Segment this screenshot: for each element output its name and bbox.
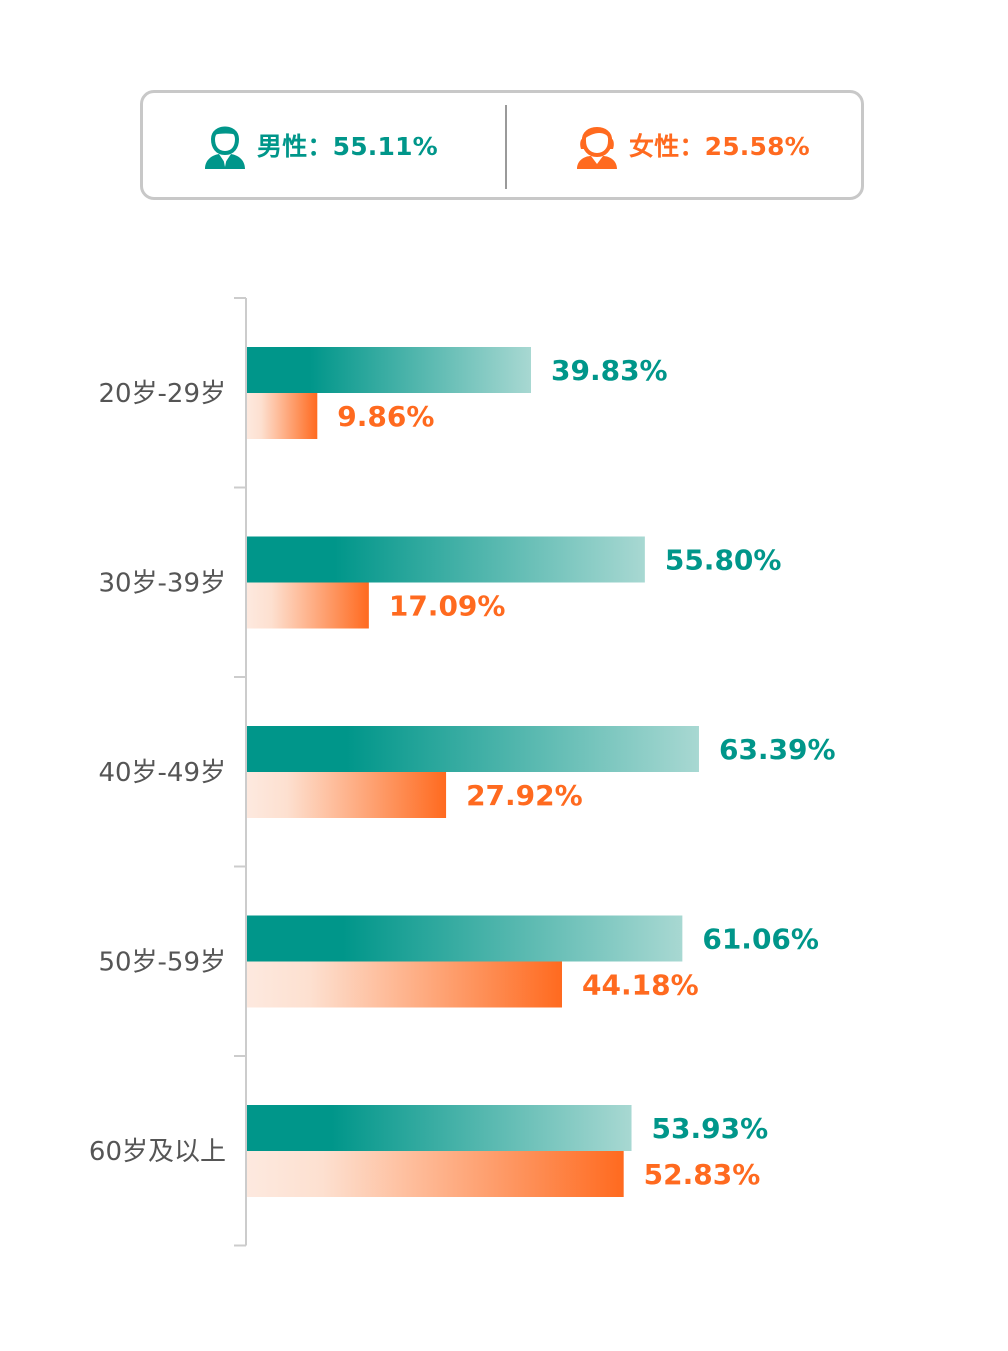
bars (247, 347, 699, 1197)
legend-female-label: 女性：25.58% (629, 132, 810, 161)
category-label: 50岁-59岁 (98, 947, 226, 977)
legend-male-label: 男性：55.11% (257, 132, 438, 161)
value-label-female: 27.92% (466, 779, 583, 812)
male-user-icon (205, 126, 245, 169)
bar-female (247, 393, 318, 439)
category-label: 60岁及以上 (89, 1137, 226, 1167)
female-user-icon (577, 127, 617, 169)
value-label-female: 9.86% (337, 400, 434, 433)
bar-male (247, 915, 683, 962)
bar-female (247, 1151, 624, 1197)
labels: 20岁-29岁 39.83% 9.86% 30岁-39岁 55.80% 17.09% 40岁… (89, 354, 836, 1191)
bar-male (247, 1105, 632, 1151)
category-label: 20岁-29岁 (98, 379, 226, 409)
bar-female (247, 582, 369, 629)
legend-divider (505, 105, 507, 189)
value-label-male: 53.93% (652, 1112, 769, 1145)
value-label-male: 61.06% (702, 923, 819, 956)
legend-box: 男性：55.11% 女性：25.58% (140, 90, 864, 200)
bar-female (247, 772, 447, 818)
bar-male (247, 726, 699, 772)
value-label-male: 63.39% (719, 733, 836, 766)
category-label: 40岁-49岁 (98, 758, 226, 788)
y-axis (234, 297, 247, 1247)
value-label-female: 44.18% (582, 969, 699, 1002)
value-label-male: 39.83% (551, 354, 668, 387)
bar-male (247, 536, 645, 583)
value-label-male: 55.80% (665, 544, 782, 577)
value-label-female: 17.09% (389, 590, 506, 623)
legend-male: 男性：55.11% (203, 93, 438, 197)
category-label: 30岁-39岁 (98, 568, 226, 598)
bar-male (247, 347, 531, 393)
bar-female (247, 961, 563, 1008)
legend-female: 女性：25.58% (575, 93, 810, 197)
value-label-female: 52.83% (644, 1158, 761, 1191)
